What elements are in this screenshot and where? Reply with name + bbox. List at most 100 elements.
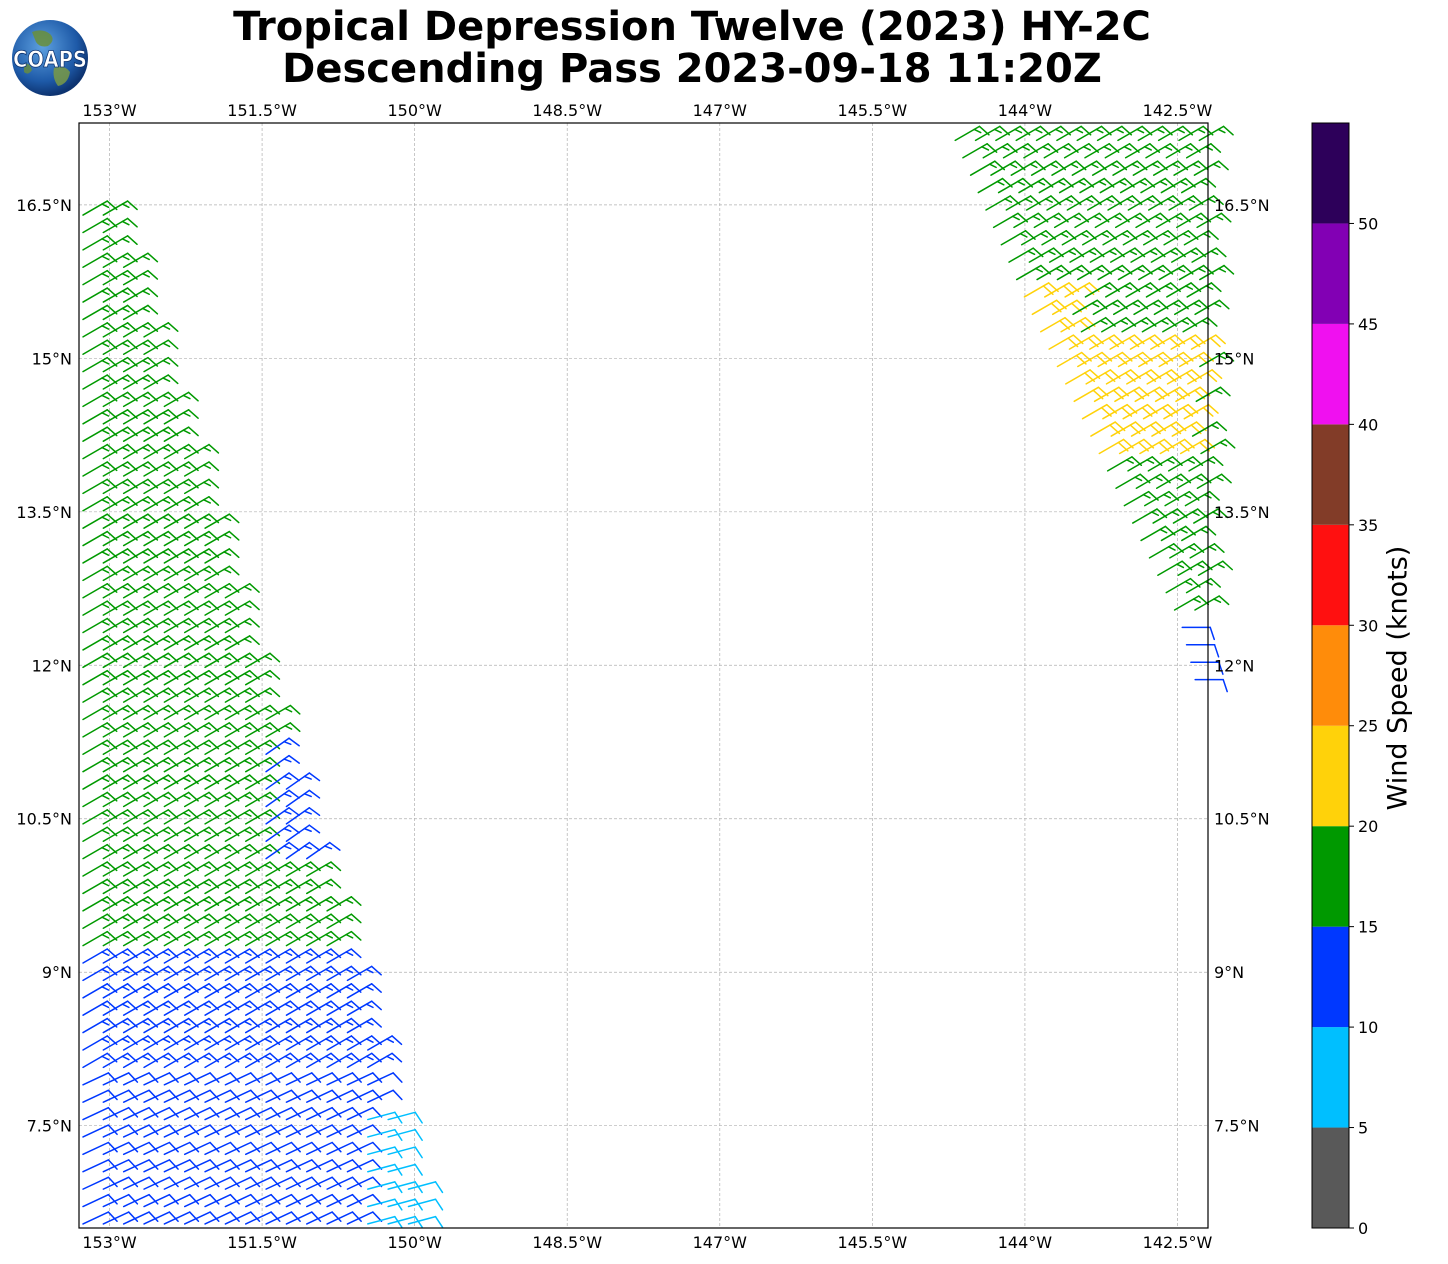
barb-feather (121, 290, 130, 295)
barb-feather (243, 603, 252, 609)
barb-feather (1176, 128, 1185, 134)
barb-staff (1167, 456, 1194, 472)
barb-staff (204, 669, 231, 686)
barb-feather (386, 1055, 395, 1061)
barb-feather (182, 707, 191, 713)
barb-feather (248, 635, 260, 646)
barb-feather (264, 968, 273, 974)
barb-feather (101, 655, 110, 661)
barb-feather (187, 426, 199, 437)
barb-feather (126, 235, 138, 246)
barb-feather (1176, 563, 1185, 569)
barb-feather (141, 986, 150, 991)
barb-staff (143, 983, 170, 999)
wind-barb (224, 1141, 261, 1156)
barb-staff (326, 1072, 354, 1086)
barb-staff (102, 1176, 130, 1190)
barb-staff (306, 841, 331, 860)
barb-feather (141, 829, 150, 835)
barb-feather (365, 968, 374, 974)
barb-feather (311, 1124, 322, 1136)
barb-staff (224, 791, 251, 808)
barb-feather (350, 948, 362, 959)
barb-feather (121, 481, 130, 487)
barb-staff (122, 774, 149, 790)
globe-icon (12, 20, 88, 96)
barb-staff (244, 896, 271, 912)
barb-feather (141, 846, 150, 852)
barb-feather (1042, 146, 1051, 151)
barb-feather (365, 1003, 374, 1009)
barb-feather (290, 1176, 301, 1188)
barb-staff (387, 1215, 416, 1225)
barb-staff (122, 1072, 150, 1086)
wind-barb (346, 983, 382, 999)
barb-feather (141, 272, 150, 278)
barb-feather (1162, 233, 1171, 238)
lon-tick-label-top: 148.5°W (532, 101, 602, 120)
wind-barb (1191, 247, 1227, 263)
barb-staff (1056, 264, 1083, 281)
barb-feather (121, 638, 130, 643)
barb-staff (1155, 473, 1182, 490)
barb-feather (188, 1176, 200, 1188)
barb-staff (346, 1000, 373, 1016)
barb-feather (121, 794, 130, 800)
barb-feather (325, 1020, 334, 1026)
barb-staff (122, 443, 149, 460)
barb-feather (250, 1141, 261, 1153)
barb-staff (1127, 456, 1154, 472)
barb-feather (414, 1146, 423, 1159)
barb-staff (122, 983, 149, 999)
barb-feather (1044, 198, 1053, 203)
barb-staff (163, 1035, 190, 1051)
barb-staff (102, 322, 129, 338)
barb-feather (304, 1038, 313, 1043)
barb-feather (1193, 302, 1202, 308)
lon-tick-label-top: 142.5°W (1143, 101, 1213, 120)
barb-staff (102, 1106, 130, 1121)
wind-barb (306, 861, 342, 877)
barb-feather (162, 881, 171, 887)
barb-feather (370, 983, 382, 993)
barb-staff (122, 269, 149, 286)
barb-staff (102, 478, 129, 495)
barb-feather (325, 1038, 334, 1043)
barb-feather (372, 1141, 383, 1153)
barb-feather (121, 255, 130, 261)
barb-staff (102, 878, 129, 895)
barb-feather (304, 1003, 313, 1009)
map-title-line-2: Descending Pass 2023-09-18 11:20Z (282, 46, 1102, 92)
barb-staff (183, 1193, 211, 1208)
barb-feather (264, 1020, 273, 1026)
barb-staff (306, 1017, 332, 1034)
barb-feather (208, 461, 220, 472)
lat-tick-label-right: 7.5°N (1214, 1117, 1259, 1136)
barb-feather (283, 845, 292, 850)
barb-feather (107, 1089, 118, 1101)
barb-staff (1147, 195, 1174, 211)
wind-barb (163, 1176, 200, 1190)
barb-staff (982, 143, 1009, 159)
barb-staff (183, 635, 210, 651)
barb-feather (269, 669, 281, 680)
lat-tick-label-left: 7.5°N (27, 1117, 72, 1136)
barb-staff (183, 1211, 211, 1225)
barb-staff (82, 704, 108, 721)
lat-tick-label-right: 9°N (1214, 963, 1244, 982)
barb-feather (182, 585, 191, 591)
barb-staff (367, 1198, 396, 1208)
barb-staff (306, 1072, 333, 1086)
barb-feather (223, 916, 232, 922)
barb-staff (326, 965, 353, 982)
barb-feather (1132, 302, 1140, 308)
barb-staff (204, 635, 231, 651)
barb-feather (290, 1106, 301, 1118)
barb-feather (1160, 319, 1169, 325)
barb-feather (209, 1106, 220, 1118)
barb-feather (1027, 250, 1036, 256)
barb-feather (392, 1072, 403, 1083)
barb-feather (208, 478, 220, 489)
barb-staff (122, 1000, 149, 1016)
barb-feather (1218, 299, 1230, 310)
